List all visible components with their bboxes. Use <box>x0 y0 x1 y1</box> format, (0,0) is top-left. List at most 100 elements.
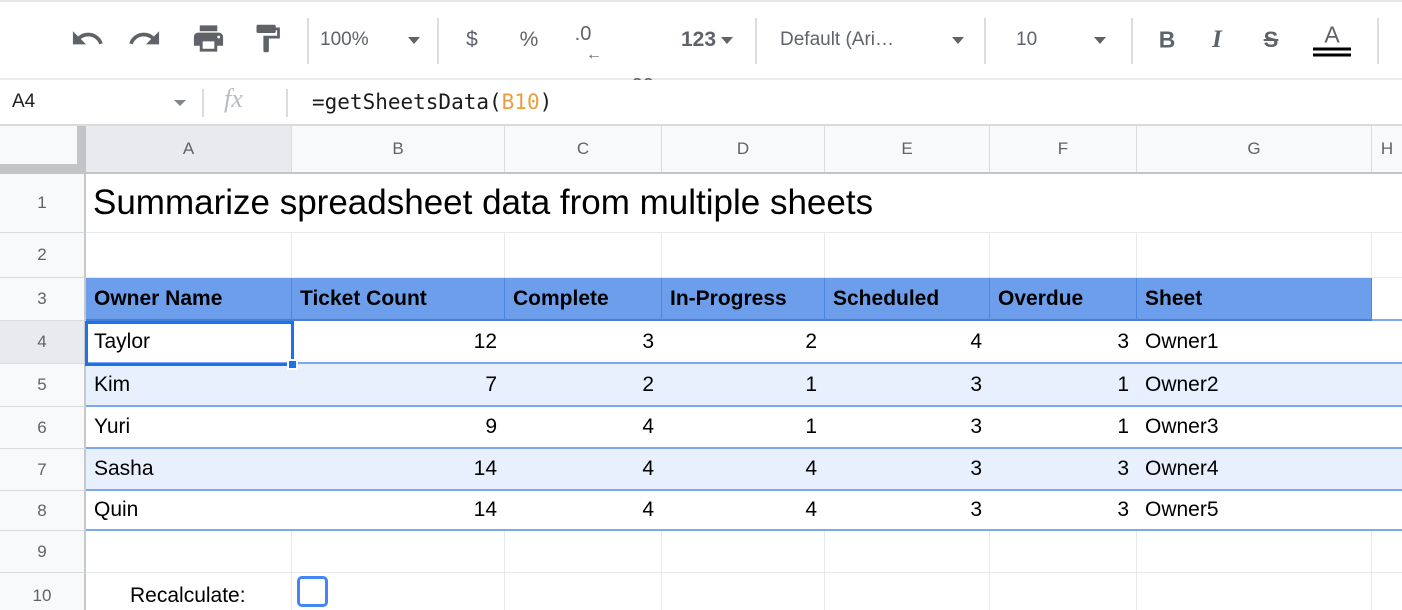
cell-G2[interactable] <box>1137 233 1372 278</box>
cell-C9[interactable] <box>505 531 662 573</box>
cell-E4[interactable]: 4 <box>825 321 990 364</box>
formula-input[interactable]: =getSheetsData(B10) <box>312 80 552 124</box>
cell-H10[interactable] <box>1372 573 1402 610</box>
cell-F3[interactable]: Overdue <box>990 278 1137 321</box>
row-header-7[interactable]: 7 <box>0 449 86 491</box>
cell-F9[interactable] <box>990 531 1137 573</box>
cell-E2[interactable] <box>825 233 990 278</box>
cell-A4-active[interactable]: Taylor <box>86 321 292 364</box>
cell-D2[interactable] <box>662 233 825 278</box>
more-formats-button[interactable]: 123 <box>672 28 742 52</box>
cell-B8[interactable]: 14 <box>292 491 505 531</box>
cell-E6[interactable]: 3 <box>825 407 990 449</box>
column-header-A[interactable]: A <box>86 126 292 172</box>
cell-F6[interactable]: 1 <box>990 407 1137 449</box>
cell-A10-recalculate-label[interactable]: Recalculate: <box>86 573 292 610</box>
column-header-D[interactable]: D <box>662 126 825 172</box>
cell-H3[interactable] <box>1372 278 1402 321</box>
row-header-10[interactable]: 10 <box>0 573 86 610</box>
cell-G3[interactable]: Sheet <box>1137 278 1372 321</box>
cell-D8[interactable]: 4 <box>662 491 825 531</box>
column-header-C[interactable]: C <box>505 126 662 172</box>
format-currency-button[interactable]: $ <box>452 28 492 52</box>
cell-C3[interactable]: Complete <box>505 278 662 321</box>
format-percent-button[interactable]: % <box>509 28 549 52</box>
row-header-5[interactable]: 5 <box>0 364 86 407</box>
cell-D4[interactable]: 2 <box>662 321 825 364</box>
cell-A7[interactable]: Sasha <box>86 449 292 491</box>
recalculate-checkbox[interactable] <box>297 576 328 607</box>
font-size-select[interactable]: 10 <box>1000 29 1116 51</box>
row-header-3[interactable]: 3 <box>0 278 86 321</box>
cell-C8[interactable]: 4 <box>505 491 662 531</box>
print-button[interactable] <box>191 21 226 59</box>
cell-G9[interactable] <box>1137 531 1372 573</box>
name-box[interactable]: A4 <box>0 80 202 124</box>
cell-G8[interactable]: Owner5 <box>1137 491 1372 531</box>
cell-H4[interactable] <box>1372 321 1402 364</box>
cell-E7[interactable]: 3 <box>825 449 990 491</box>
cell-E8[interactable]: 3 <box>825 491 990 531</box>
cell-C10[interactable] <box>505 573 662 610</box>
cell-F10[interactable] <box>990 573 1137 610</box>
cell-F8[interactable]: 3 <box>990 491 1137 531</box>
cell-B7[interactable]: 14 <box>292 449 505 491</box>
cell-G6[interactable]: Owner3 <box>1137 407 1372 449</box>
cell-D3[interactable]: In-Progress <box>662 278 825 321</box>
cell-A3[interactable]: Owner Name <box>86 278 292 321</box>
selection-fill-handle[interactable] <box>287 359 298 370</box>
cell-D5[interactable]: 1 <box>662 364 825 407</box>
cell-D10[interactable] <box>662 573 825 610</box>
cell-H9[interactable] <box>1372 531 1402 573</box>
font-family-select[interactable]: Default (Ari… <box>776 29 968 51</box>
cell-F4[interactable]: 3 <box>990 321 1137 364</box>
cell-B3[interactable]: Ticket Count <box>292 278 505 321</box>
text-color-button[interactable]: A <box>1306 23 1358 57</box>
cell-E9[interactable] <box>825 531 990 573</box>
cell-C5[interactable]: 2 <box>505 364 662 407</box>
cell-F7[interactable]: 3 <box>990 449 1137 491</box>
cell-B4[interactable]: 12 <box>292 321 505 364</box>
cell-G5[interactable]: Owner2 <box>1137 364 1372 407</box>
cell-A9[interactable] <box>86 531 292 573</box>
column-header-B[interactable]: B <box>292 126 505 172</box>
cell-C2[interactable] <box>505 233 662 278</box>
cell-A2[interactable] <box>86 233 292 278</box>
row-header-1[interactable]: 1 <box>0 174 86 233</box>
cell-F2[interactable] <box>990 233 1137 278</box>
cell-C7[interactable]: 4 <box>505 449 662 491</box>
column-header-F[interactable]: F <box>990 126 1137 172</box>
cell-B9[interactable] <box>292 531 505 573</box>
cell-C6[interactable]: 4 <box>505 407 662 449</box>
decrease-decimals-button[interactable]: .0 ← <box>556 14 610 66</box>
cell-H6[interactable] <box>1372 407 1402 449</box>
paint-format-button[interactable] <box>251 22 284 58</box>
cell-E10[interactable] <box>825 573 990 610</box>
select-all-corner[interactable] <box>0 126 86 172</box>
cell-C4[interactable]: 3 <box>505 321 662 364</box>
row-header-6[interactable]: 6 <box>0 407 86 449</box>
italic-button[interactable]: I <box>1196 26 1238 54</box>
bold-button[interactable]: B <box>1146 27 1188 54</box>
row-header-2[interactable]: 2 <box>0 233 86 278</box>
column-header-H[interactable]: H <box>1380 139 1394 158</box>
row-header-4[interactable]: 4 <box>0 321 86 364</box>
cell-A5[interactable]: Kim <box>86 364 292 407</box>
cell-H2[interactable] <box>1372 233 1402 278</box>
cell-H5[interactable] <box>1372 364 1402 407</box>
cell-B2[interactable] <box>292 233 505 278</box>
row-header-9[interactable]: 9 <box>0 531 86 573</box>
cell-A6[interactable]: Yuri <box>86 407 292 449</box>
cell-E3[interactable]: Scheduled <box>825 278 990 321</box>
redo-button[interactable] <box>127 21 162 59</box>
undo-button[interactable] <box>70 21 105 59</box>
cell-G10[interactable] <box>1137 573 1372 610</box>
cell-D7[interactable]: 4 <box>662 449 825 491</box>
strikethrough-button[interactable]: S <box>1248 27 1294 53</box>
cell-B10-checkbox-cell[interactable] <box>292 573 505 610</box>
cell-B5[interactable]: 7 <box>292 364 505 407</box>
row-header-8[interactable]: 8 <box>0 491 86 531</box>
cell-A8[interactable]: Quin <box>86 491 292 531</box>
cell-B6[interactable]: 9 <box>292 407 505 449</box>
cell-D6[interactable]: 1 <box>662 407 825 449</box>
